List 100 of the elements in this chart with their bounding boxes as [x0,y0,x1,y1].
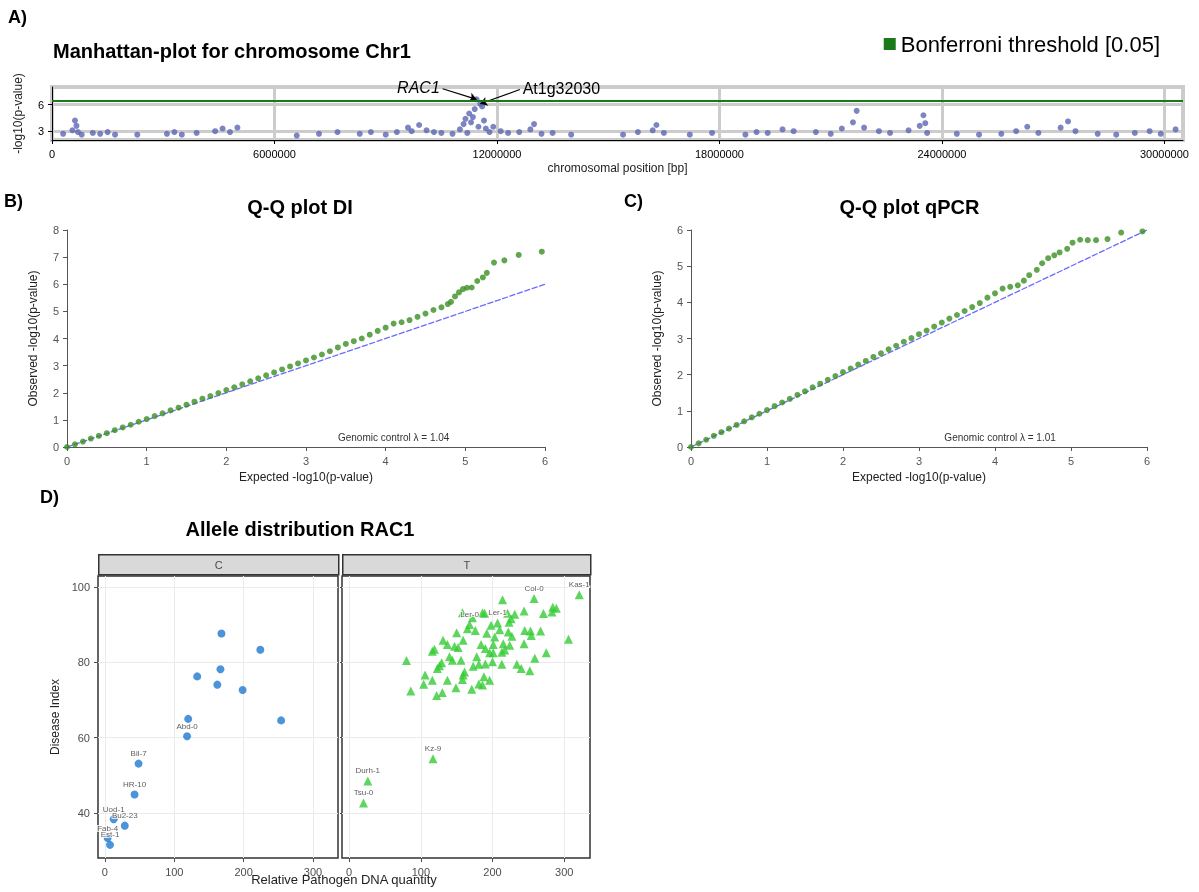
point [120,821,129,830]
point [130,790,139,799]
y-tick-label: 5 [676,260,683,273]
y-tick-label: 3 [676,332,683,345]
point [1033,266,1040,273]
point [183,732,192,741]
point [184,714,193,723]
point [1118,229,1125,236]
point [216,665,225,674]
point [703,436,710,443]
y-tick-label: 3 [52,359,59,372]
x-tick-label: 200 [483,865,502,878]
x-tick-label: 5 [462,454,469,467]
y-tick-label: 4 [676,296,683,309]
point [1104,236,1111,243]
x-tick-label: 3 [302,454,310,467]
point [976,300,983,307]
point [862,357,869,364]
y-tick-label: 2 [52,386,59,399]
x-tick-label: 0 [687,454,695,467]
point [1007,283,1014,290]
x-tick-label: 6 [1143,454,1151,467]
x-tick-label: 2 [223,454,230,467]
annotation: Genomic control λ = 1.01 [944,431,1057,443]
data-label: Tsu-0 [353,788,374,798]
point [878,350,884,357]
x-tick-label: 0 [346,865,353,878]
point [961,308,968,315]
point [1064,245,1071,252]
y-tick-label: 8 [52,224,59,236]
x-tick-label: 6000000 [253,147,296,160]
point [855,361,862,368]
x-tick-label: 6 [541,454,549,467]
legend-label: Bonferroni threshold [0.05] [900,31,1161,57]
y-tick-label: 1 [676,404,683,417]
x-axis-title: Expected -log10(p-value) [238,469,374,484]
point [916,331,922,338]
point [817,380,824,387]
x-tick-label: 3 [915,454,923,467]
point [969,304,976,311]
text: A) [8,7,27,27]
point [946,315,953,322]
x-tick-label: 0 [63,454,71,467]
chart-title: Allele distribution RAC1 [184,518,416,541]
x-tick-label: 5 [1067,454,1075,467]
point [779,399,786,406]
point [771,403,778,410]
point [1020,277,1027,284]
point [923,327,930,334]
point [1077,236,1084,243]
point [193,672,202,681]
point [1139,228,1146,235]
data-label: Bu2-23 [111,811,139,821]
point [1039,260,1046,267]
point [1051,252,1058,259]
point [1056,249,1063,256]
point [718,429,725,436]
point [756,410,763,417]
y-tick-label: 40 [77,806,90,819]
point [809,384,816,391]
point [954,311,960,318]
y-tick-label: 6 [52,278,59,291]
y-axis-title: -log10(p-value) [11,73,25,154]
point [217,629,226,638]
point [710,432,717,439]
data-label: Uod-1 [102,804,126,814]
text: B) [4,191,23,211]
y-tick-label: 100 [71,581,90,594]
point [1026,272,1033,279]
x-tick-label: 100 [165,865,184,878]
point [847,365,854,372]
point [984,294,991,301]
text: D) [40,487,59,507]
point [1014,282,1021,289]
y-tick-label: 7 [52,251,59,264]
data-label: HR-10 [122,779,147,789]
y-tick-label: 5 [52,305,59,318]
data-label: Durh-1 [355,765,381,775]
chart-subtitle: T [463,558,471,571]
y-axis-title: Observed -log10(p-value) [26,270,40,407]
x-tick-label: 2 [839,454,847,467]
x-tick-label: 0 [101,865,108,878]
point [802,388,808,395]
y-tick-label: 0 [676,441,683,453]
x-axis-title: chromosomal position [bp] [547,161,688,175]
point [885,346,892,353]
point [733,421,740,428]
text: C) [624,191,643,211]
point [1093,237,1100,244]
point [893,342,900,349]
point [726,425,732,432]
x-tick-label: 1 [763,454,771,467]
point [832,373,839,380]
point [764,407,770,414]
chart-subtitle: C [214,558,223,571]
point [238,685,247,694]
point [870,353,877,360]
y-tick-label: 80 [77,656,90,669]
y-tick-label: 60 [77,731,90,744]
point [213,680,222,689]
